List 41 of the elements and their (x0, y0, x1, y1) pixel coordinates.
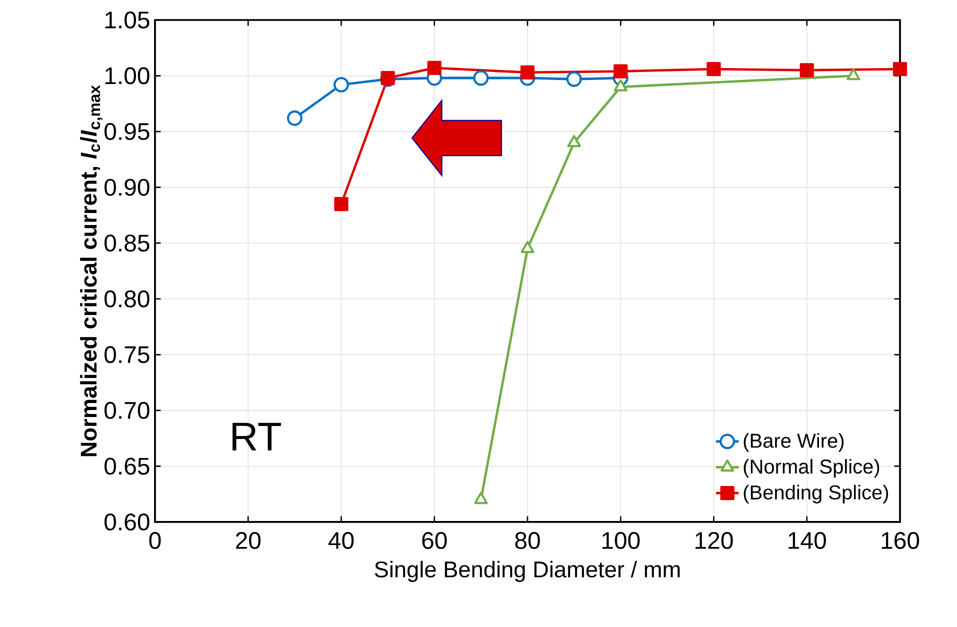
y-tick-label: 0.95 (104, 123, 150, 140)
y-tick-label: 0.65 (104, 458, 150, 475)
legend-label: (Bare Wire) (744, 433, 844, 452)
point (520, 240, 534, 254)
x-tick-label: 60 (422, 532, 447, 550)
point (427, 60, 442, 76)
x-tick-label: 120 (696, 532, 733, 550)
point (706, 62, 721, 76)
x-axis-title: Single Bending Diameter / mm (374, 560, 680, 582)
point (567, 134, 581, 148)
point (846, 68, 860, 80)
y-tick-label: 0.80 (104, 290, 150, 308)
x-tick-label: 80 (515, 532, 540, 550)
y-tick-label: 0.60 (104, 513, 150, 530)
point (334, 76, 349, 92)
point (614, 79, 628, 92)
y-tick-label: 1.05 (105, 11, 150, 28)
point (473, 70, 489, 86)
x-tick-label: 20 (236, 532, 261, 550)
y-tick-label: 0.70 (104, 402, 150, 419)
annotation: RT (232, 422, 281, 450)
x-tick-label: 140 (788, 532, 826, 550)
y-tick-label: 0.85 (104, 234, 150, 252)
legend-label: (Normal Splice) (744, 459, 880, 478)
x-tick-label: 160 (882, 532, 920, 550)
point (286, 110, 302, 126)
x-tick-label: 40 (328, 532, 354, 550)
legend-label: (Bending Splice) (744, 484, 888, 504)
y-tick-label: 0.75 (104, 346, 150, 364)
y-axis-title: Normalized critical current, I$_{c}$/I$_{c,max}$ (80, 85, 102, 456)
y-tick-label: 0.90 (104, 178, 150, 196)
point (614, 64, 628, 78)
y-tick-label: 1.00 (105, 67, 150, 84)
point (892, 62, 908, 76)
point (566, 71, 582, 87)
point (334, 196, 348, 212)
point (474, 492, 488, 504)
x-tick-label: 100 (602, 532, 640, 550)
point (520, 65, 535, 80)
x-tick-label: 0 (149, 532, 161, 550)
point (800, 63, 814, 78)
